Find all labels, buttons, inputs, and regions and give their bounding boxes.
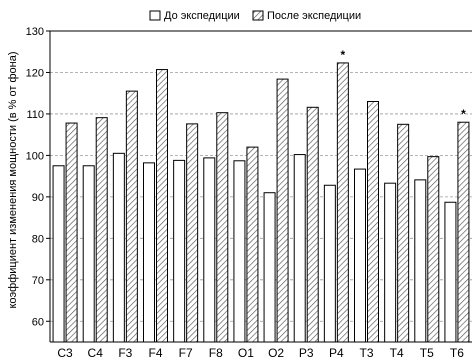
x-tick-label: F4 xyxy=(148,346,162,360)
y-tick-label: 80 xyxy=(32,233,44,245)
x-tick-label: C4 xyxy=(88,346,104,360)
legend-label-before: До экспедиции xyxy=(164,10,240,22)
bar-before-C3 xyxy=(52,165,65,343)
bar-before-O1 xyxy=(233,160,246,343)
x-tick-label: T5 xyxy=(420,346,434,360)
bar-after-F3 xyxy=(125,90,138,343)
bar-after-C4 xyxy=(95,117,108,343)
bar-before-P3 xyxy=(293,154,306,343)
x-tick-label: F8 xyxy=(209,346,223,360)
x-tick-label: F7 xyxy=(179,346,193,360)
bar-after-T5 xyxy=(427,156,440,343)
bar-before-F3 xyxy=(112,152,125,343)
y-axis-label: коэффициент изменения мощности (в % от ф… xyxy=(7,52,19,309)
legend-swatch-before xyxy=(149,10,161,21)
y-tick-label: 130 xyxy=(26,26,44,38)
bar-after-T4 xyxy=(397,123,410,343)
x-tick-label: O2 xyxy=(268,346,284,360)
y-tick-label: 70 xyxy=(32,275,44,287)
bar-after-C3 xyxy=(65,122,78,343)
bar-before-T6 xyxy=(444,201,457,343)
y-tick-label: 90 xyxy=(32,192,44,204)
legend-swatch-after xyxy=(252,10,264,21)
bar-after-O1 xyxy=(246,146,259,343)
axes xyxy=(46,30,472,343)
bar-before-T4 xyxy=(384,182,397,343)
bar-before-F4 xyxy=(143,162,155,343)
bar-after-F8 xyxy=(216,112,229,343)
y-tick-label: 60 xyxy=(32,316,44,328)
bar-after-T6 xyxy=(457,121,470,343)
bars xyxy=(52,62,470,343)
bar-after-F7 xyxy=(186,123,199,343)
bar-after-P3 xyxy=(306,106,319,343)
y-tick-label: 100 xyxy=(26,150,44,162)
significance-marker: * xyxy=(461,107,466,121)
y-tick-label: 120 xyxy=(26,67,44,79)
bar-after-T3 xyxy=(367,100,379,343)
x-tick-label: P3 xyxy=(299,346,314,360)
x-tick-label: T3 xyxy=(359,346,373,360)
bar-before-F8 xyxy=(203,157,216,343)
labels: 60 70 80 90 100 110 120 130 C3 C4 F3 F4 F7 F8 O1 O2 P3 P4… xyxy=(26,26,466,360)
legend: До экспедиции После экспедиции xyxy=(149,10,361,22)
x-tick-label: T6 xyxy=(450,346,464,360)
bar-before-C4 xyxy=(82,165,95,343)
bar-before-F7 xyxy=(173,159,186,343)
bar-before-O2 xyxy=(263,192,276,343)
significance-marker: * xyxy=(341,48,346,62)
y-tick-label: 110 xyxy=(26,109,44,121)
x-tick-label: F3 xyxy=(118,346,132,360)
bar-after-O2 xyxy=(276,78,289,343)
legend-label-after: После экспедиции xyxy=(267,10,361,22)
x-tick-label: T4 xyxy=(390,346,404,360)
bar-after-P4 xyxy=(336,62,349,343)
x-tick-label: O1 xyxy=(238,346,254,360)
x-tick-label: P4 xyxy=(329,346,344,360)
x-tick-label: C3 xyxy=(57,346,73,360)
bar-before-T3 xyxy=(354,168,366,343)
bar-after-F4 xyxy=(156,69,168,343)
bar-before-T5 xyxy=(414,179,427,343)
bar-before-P4 xyxy=(323,184,336,343)
